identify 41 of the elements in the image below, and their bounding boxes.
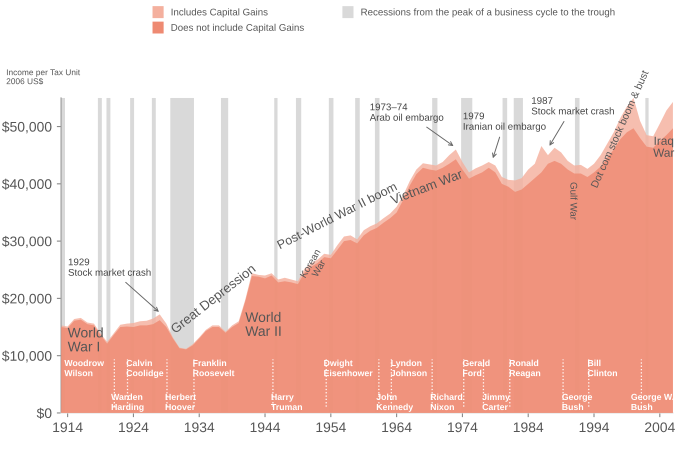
x-tick-label: 1914 bbox=[53, 422, 83, 432]
y-tick-label: $40,000 bbox=[2, 178, 52, 191]
annotation: Gulf War bbox=[570, 182, 578, 220]
annotation: Bill Clinton bbox=[588, 360, 618, 376]
annotation: Woodrow Wilson bbox=[64, 360, 104, 376]
annotation: World War II bbox=[245, 312, 281, 336]
y-tick-label: $30,000 bbox=[2, 236, 52, 248]
annotation: Lyndon Johnson bbox=[390, 360, 427, 376]
annotation: 1987 Stock market crash bbox=[532, 97, 614, 114]
annotation: Gerald Ford bbox=[462, 360, 490, 376]
annotation: Herbert Hoover bbox=[166, 394, 196, 410]
x-tick-label: 1964 bbox=[382, 422, 412, 432]
x-tick-label: 1924 bbox=[119, 422, 148, 432]
x-tick-label: 1994 bbox=[580, 422, 610, 432]
annotation: George W. Bush bbox=[631, 394, 674, 410]
x-tick-label: 2004 bbox=[645, 422, 675, 432]
x-tick-label: 1954 bbox=[316, 422, 346, 432]
y-tick-label: $20,000 bbox=[2, 293, 52, 306]
annotation: 1929 Stock market crash bbox=[68, 258, 151, 276]
annotation: Franklin Roosevelt bbox=[193, 360, 234, 376]
y-axis-title: Income per Tax Unit 2006 US$ bbox=[6, 69, 80, 85]
annotation: Warden Harding bbox=[111, 394, 144, 412]
annotation: John Kennedy bbox=[376, 394, 414, 412]
annotation: Richard Nixon bbox=[430, 394, 462, 410]
y-tick-label: $50,000 bbox=[2, 121, 52, 134]
annotation: Ronald Reagan bbox=[510, 360, 540, 378]
x-tick-label: 1974 bbox=[448, 422, 478, 432]
legend-label: Does not include Capital Gains bbox=[172, 24, 304, 33]
x-tick-label: 1944 bbox=[250, 422, 280, 432]
annotation: Calvin Coolidge bbox=[126, 360, 164, 378]
legend-label: Includes Capital Gains bbox=[172, 8, 268, 18]
x-tick-label: 1934 bbox=[184, 422, 214, 432]
x-tick-label: 1984 bbox=[514, 422, 544, 432]
legend-label: Recessions from the peak of a business cycle to the trough bbox=[361, 8, 614, 18]
annotation: Dwight Eisenhower bbox=[324, 360, 373, 376]
y-tick-label: $0 bbox=[36, 408, 52, 419]
annotation: Harry Truman bbox=[271, 394, 302, 410]
y-tick-label: $10,000 bbox=[2, 350, 52, 362]
annotation: Jimmy Carter bbox=[482, 394, 510, 410]
annotation: 1973–74 Arab oil embargo bbox=[370, 103, 444, 123]
annotation: George Bush bbox=[562, 394, 592, 410]
